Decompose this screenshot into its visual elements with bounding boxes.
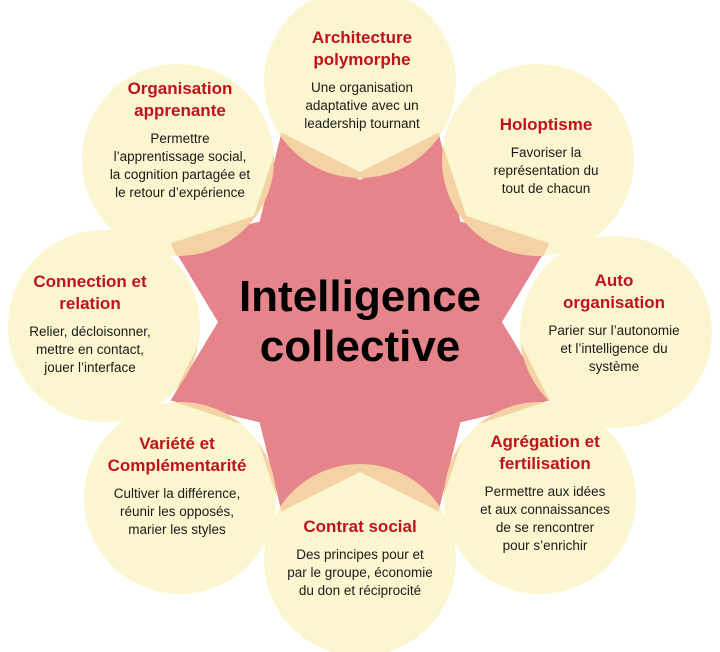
petal-title-architecture: Architecture polymorphe [311, 28, 413, 69]
petal-auto-organisation: Auto organisation Parier sur l’autonomie… [529, 270, 699, 376]
petal-body-connection: Relier, décloisonner, mettre en contact,… [29, 324, 151, 375]
petal-title-connection: Connection et relation [33, 272, 147, 313]
petal-circle-organisation-apprenante [82, 64, 274, 256]
petal-title-holoptisme: Holoptisme [499, 115, 593, 134]
petal-variete: Variété et Complémentarité Cultiver la d… [92, 433, 262, 539]
petal-title-auto-organisation: Auto organisation [562, 271, 665, 312]
petal-circle-holoptisme [442, 64, 634, 256]
petal-agregation: Agrégation et fertilisation Permettre au… [460, 431, 630, 555]
petal-title-agregation: Agrégation et fertilisation [490, 432, 600, 473]
petal-title-contrat-social: Contrat social [303, 517, 417, 536]
petal-body-holoptisme: Favoriser la représentation du tout de c… [493, 145, 599, 196]
petal-circle-architecture [264, 0, 456, 178]
petal-circle-variete [84, 402, 276, 594]
petal-circle-auto-organisation [520, 236, 712, 428]
petal-body-variete: Cultiver la différence, réunir les oppos… [113, 486, 241, 537]
petal-title-organisation-apprenante: Organisation apprenante [127, 79, 233, 120]
center-title: Intelligence collective [238, 272, 482, 371]
petal-organisation-apprenante: Organisation apprenante Permettre l’appr… [95, 78, 265, 202]
petal-circle-connection [8, 230, 200, 422]
petal-body-auto-organisation: Parier sur l’autonomie et l’intelligence… [548, 323, 680, 374]
petal-circle-contrat-social [264, 464, 456, 652]
petal-body-organisation-apprenante: Permettre l’apprentissage social, la cog… [109, 131, 251, 200]
center-star-shape [170, 132, 550, 512]
petal-title-variete: Variété et Complémentarité [107, 434, 247, 475]
petal-body-agregation: Permettre aux idées et aux connaissances… [480, 484, 610, 553]
petal-architecture: Architecture polymorphe Une organisation… [277, 27, 447, 133]
petal-body-architecture: Une organisation adaptative avec un lead… [304, 80, 420, 131]
petal-circle-agregation [444, 402, 636, 594]
petal-body-contrat-social: Des principes pour et par le groupe, éco… [287, 547, 433, 598]
petal-contrat-social: Contrat social Des principes pour et par… [275, 516, 445, 600]
petal-connection: Connection et relation Relier, décloison… [5, 271, 175, 377]
petal-holoptisme: Holoptisme Favoriser la représentation d… [461, 114, 631, 198]
